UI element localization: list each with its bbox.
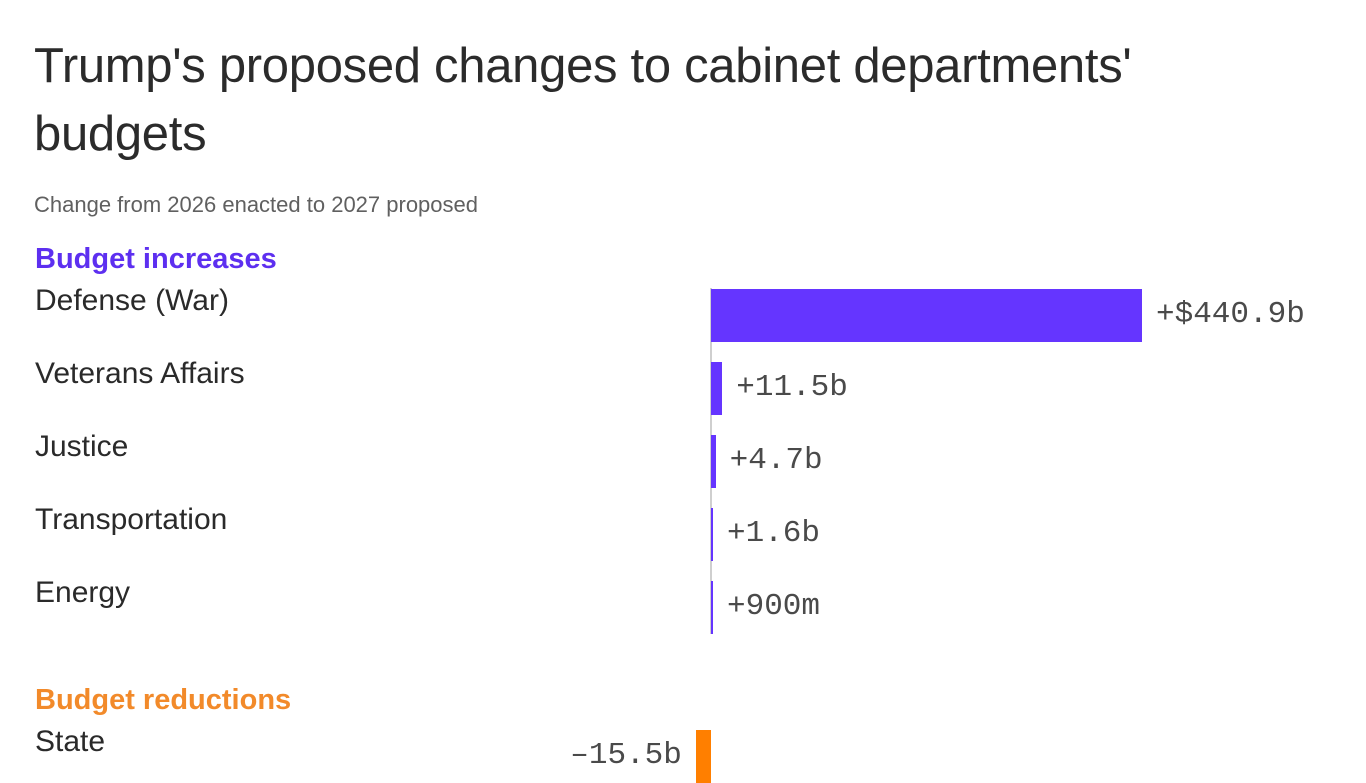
chart-subtitle: Change from 2026 enacted to 2027 propose… <box>34 192 478 217</box>
bar-veterans-affairs <box>711 362 723 415</box>
category-label-energy: Energy <box>35 576 131 609</box>
bar-energy <box>711 581 713 634</box>
bar-state <box>695 730 711 783</box>
value-label-defense-war: +$440.9b <box>1156 297 1305 332</box>
increases-heading: Budget increases <box>35 243 277 275</box>
category-label-justice: Justice <box>35 430 129 463</box>
category-label-defense-war: Defense (War) <box>35 284 229 317</box>
value-label-veterans-affairs: +11.5b <box>736 370 848 405</box>
bar-defense-war <box>711 289 1142 342</box>
value-label-state: –15.5b <box>570 738 682 773</box>
reductions-heading: Budget reductions <box>35 684 292 716</box>
category-label-state: State <box>35 725 106 758</box>
value-label-transportation: +1.6b <box>727 516 821 551</box>
bar-transportation <box>711 508 713 561</box>
bar-justice <box>711 435 716 488</box>
category-label-transportation: Transportation <box>35 503 228 536</box>
value-label-justice: +4.7b <box>729 443 823 478</box>
category-label-veterans-affairs: Veterans Affairs <box>35 357 245 390</box>
value-label-energy: +900m <box>727 589 821 624</box>
chart-title: Trump's proposed changes to cabinet depa… <box>34 39 1132 161</box>
